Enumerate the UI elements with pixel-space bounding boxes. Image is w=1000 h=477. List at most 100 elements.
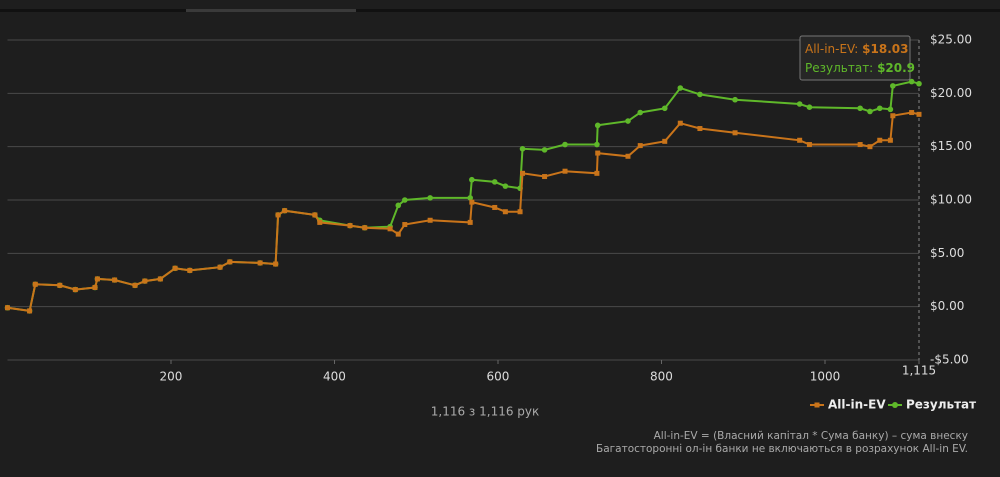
point <box>595 150 601 156</box>
legend-marker <box>814 402 820 408</box>
y-tick-label: $10.00 <box>930 193 972 207</box>
x-tick-label: 600 <box>487 370 510 384</box>
point <box>661 105 668 112</box>
point <box>427 195 433 201</box>
point <box>517 209 523 215</box>
point <box>594 122 601 129</box>
point <box>876 105 883 112</box>
series-line <box>7 111 920 313</box>
point <box>887 106 894 113</box>
legend-label: All-in-EV <box>828 398 886 412</box>
point <box>890 83 896 89</box>
point <box>132 282 138 288</box>
point <box>916 111 922 117</box>
point <box>401 197 408 203</box>
point <box>273 261 279 267</box>
top-tab <box>186 9 356 12</box>
point <box>5 305 10 311</box>
point <box>312 212 318 218</box>
point <box>157 276 163 282</box>
point <box>890 113 896 119</box>
point <box>857 105 863 112</box>
point <box>562 141 568 148</box>
y-tick-label: $0.00 <box>930 299 964 313</box>
y-tick-label: -$5.00 <box>930 353 969 367</box>
point <box>625 118 631 124</box>
x-tick-label: 400 <box>323 370 346 384</box>
point <box>908 78 915 85</box>
point <box>491 179 498 185</box>
point <box>72 287 78 293</box>
point <box>257 260 263 266</box>
point <box>467 195 473 201</box>
point <box>32 281 38 287</box>
point <box>662 138 668 144</box>
point <box>625 153 631 159</box>
point <box>806 142 812 148</box>
tooltip-label: All-in-EV: <box>805 42 858 56</box>
note: Багатосторонні ол-ін банки не включаютьс… <box>596 443 968 455</box>
point <box>427 217 433 223</box>
point <box>562 168 568 174</box>
point <box>492 204 498 210</box>
point <box>275 212 281 218</box>
tooltip-box <box>799 35 911 81</box>
top-strip <box>0 9 1000 12</box>
point <box>637 143 643 149</box>
point <box>909 110 915 116</box>
point <box>796 101 803 107</box>
point <box>187 267 193 273</box>
point <box>877 137 883 143</box>
point <box>172 265 178 271</box>
point <box>697 91 703 98</box>
point <box>395 231 401 237</box>
point <box>594 141 600 148</box>
point <box>57 282 63 288</box>
point <box>112 277 118 283</box>
x-tick-label: 1000 <box>810 370 841 384</box>
point <box>916 80 922 87</box>
point <box>697 126 703 132</box>
tooltip-text: All-in-EV: $18.03 <box>805 42 908 56</box>
point <box>857 142 863 148</box>
legend-label: Результат <box>906 398 976 412</box>
point <box>594 170 600 176</box>
point <box>867 144 873 150</box>
point <box>520 170 526 176</box>
point <box>469 176 475 183</box>
y-tick-label: $20.00 <box>930 86 972 100</box>
point <box>637 109 644 116</box>
point <box>867 108 873 115</box>
point <box>887 137 893 143</box>
point <box>502 209 508 215</box>
point <box>502 183 509 189</box>
point <box>92 284 98 290</box>
point <box>732 96 738 103</box>
point <box>395 202 402 209</box>
point <box>387 226 393 232</box>
tooltip: All-in-EV: $18.03 Результат: $20.9 <box>799 35 915 81</box>
point <box>317 219 323 225</box>
tooltip-text: Результат: $20.9 <box>805 61 915 75</box>
x-tick-label: 200 <box>160 370 183 384</box>
x-tick-label: 800 <box>650 370 673 384</box>
point <box>677 85 684 91</box>
point <box>142 278 148 284</box>
point <box>542 174 548 180</box>
tooltip-label: Результат: <box>805 61 873 75</box>
note: All-in-EV = (Власний капітал * Сума банк… <box>654 430 968 442</box>
tooltip-value: $20.9 <box>877 61 915 75</box>
point <box>677 120 683 126</box>
y-tick-label: $25.00 <box>930 33 972 47</box>
point <box>347 223 353 229</box>
point <box>732 130 738 136</box>
point <box>362 225 368 231</box>
point <box>217 264 223 270</box>
point <box>94 276 100 282</box>
point <box>402 222 408 228</box>
point <box>806 104 813 110</box>
point <box>467 219 473 225</box>
y-tick-label: $15.00 <box>930 139 972 153</box>
hands-label: 1,116 з 1,116 рук <box>431 405 540 419</box>
